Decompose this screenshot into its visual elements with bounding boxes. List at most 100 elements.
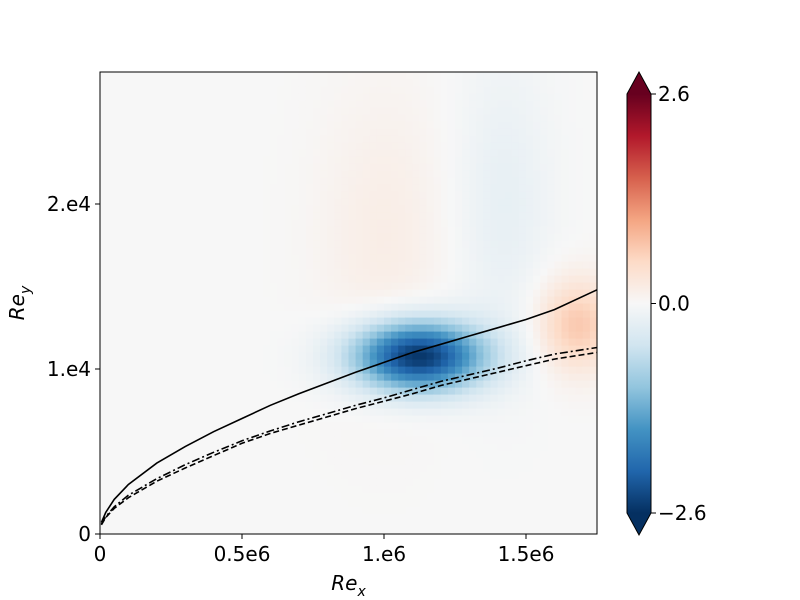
x-axis: 0 0.5e6 1.e6 1.5e6 (94, 534, 554, 566)
heatmap-cell (142, 429, 151, 437)
heatmap-cell (476, 240, 484, 248)
heatmap-cell (398, 114, 406, 122)
heatmap-cell (227, 261, 236, 269)
heatmap-cell (234, 464, 243, 472)
heatmap-cell (462, 233, 470, 241)
heatmap-cell (526, 79, 534, 87)
heatmap-cell (455, 359, 463, 367)
heatmap-cell (483, 394, 492, 402)
heatmap-cell (220, 191, 229, 199)
heatmap-cell (128, 121, 137, 129)
heatmap-cell (163, 135, 172, 143)
heatmap-cell (476, 296, 484, 304)
heatmap-cell (234, 492, 243, 500)
heatmap-cell (469, 128, 477, 136)
heatmap-cell (589, 282, 598, 290)
heatmap-cell (313, 156, 321, 164)
heatmap-cell (412, 275, 421, 283)
heatmap-cell (440, 219, 449, 227)
heatmap-cell (341, 485, 350, 493)
heatmap-cell (185, 345, 193, 353)
heatmap-cell (376, 324, 385, 332)
heatmap-cell (277, 261, 286, 269)
heatmap-cell (455, 366, 463, 374)
heatmap-cell (348, 121, 357, 129)
heatmap-cell (149, 296, 158, 304)
heatmap-cell (533, 268, 541, 276)
heatmap-cell (511, 261, 520, 269)
heatmap-cell (256, 324, 264, 332)
heatmap-cell (504, 79, 513, 87)
heatmap-cell (163, 79, 172, 87)
heatmap-cell (419, 310, 428, 318)
heatmap-cell (263, 464, 271, 472)
heatmap-cell (362, 170, 371, 178)
heatmap-cell (199, 261, 208, 269)
heatmap-cell (490, 527, 499, 535)
heatmap-cell (234, 114, 243, 122)
heatmap-cell (369, 513, 378, 521)
heatmap-cell (348, 352, 357, 360)
heatmap-cell (249, 93, 257, 101)
heatmap-cell (561, 408, 570, 416)
heatmap-cell (249, 506, 257, 514)
heatmap-cell (398, 310, 406, 318)
heatmap-cell (504, 478, 513, 486)
heatmap-cell (398, 142, 406, 150)
heatmap-cell (483, 72, 492, 80)
heatmap-cell (547, 471, 555, 479)
heatmap-cell (192, 247, 200, 255)
heatmap-cell (511, 380, 520, 388)
heatmap-cell (348, 296, 357, 304)
heatmap-cell (490, 422, 499, 430)
heatmap-cell (135, 324, 144, 332)
heatmap-cell (334, 408, 342, 416)
heatmap-cell (554, 443, 563, 451)
heatmap-cell (582, 387, 591, 395)
heatmap-cell (320, 527, 328, 535)
heatmap-cell (334, 520, 342, 528)
heatmap-cell (334, 359, 342, 367)
heatmap-cell (249, 240, 257, 248)
heatmap-cell (206, 359, 215, 367)
heatmap-cell (483, 135, 492, 143)
heatmap-cell (135, 506, 144, 514)
heatmap-cell (277, 212, 286, 220)
heatmap-cell (561, 128, 570, 136)
heatmap-cell (554, 79, 563, 87)
heatmap-cell (561, 261, 570, 269)
heatmap-cell (582, 464, 591, 472)
heatmap-cell (540, 394, 548, 402)
heatmap-cell (391, 240, 399, 248)
heatmap-cell (291, 121, 300, 129)
heatmap-cell (156, 114, 165, 122)
heatmap-cell (135, 107, 144, 115)
heatmap-cell (263, 303, 271, 311)
heatmap-cell (135, 79, 144, 87)
heatmap-cell (398, 107, 406, 115)
heatmap-cell (277, 436, 286, 444)
heatmap-cell (270, 471, 279, 479)
heatmap-cell (575, 331, 584, 339)
heatmap-cell (561, 289, 570, 297)
heatmap-cell (213, 100, 222, 108)
heatmap-cell (433, 121, 442, 129)
heatmap-cell (376, 296, 385, 304)
heatmap-cell (462, 380, 470, 388)
heatmap-cell (405, 275, 413, 283)
heatmap-cell (440, 198, 449, 206)
heatmap-cell (227, 422, 236, 430)
heatmap-cell (490, 471, 499, 479)
heatmap-cell (291, 205, 300, 213)
heatmap-cell (419, 513, 428, 521)
heatmap-cell (220, 527, 229, 535)
heatmap-cell (476, 156, 484, 164)
plot-area (99, 71, 598, 535)
heatmap-cell (355, 408, 364, 416)
heatmap-cell (554, 310, 563, 318)
heatmap-cell (419, 443, 428, 451)
heatmap-cell (440, 387, 449, 395)
heatmap-cell (589, 310, 598, 318)
heatmap-cell (135, 198, 144, 206)
heatmap-cell (249, 107, 257, 115)
